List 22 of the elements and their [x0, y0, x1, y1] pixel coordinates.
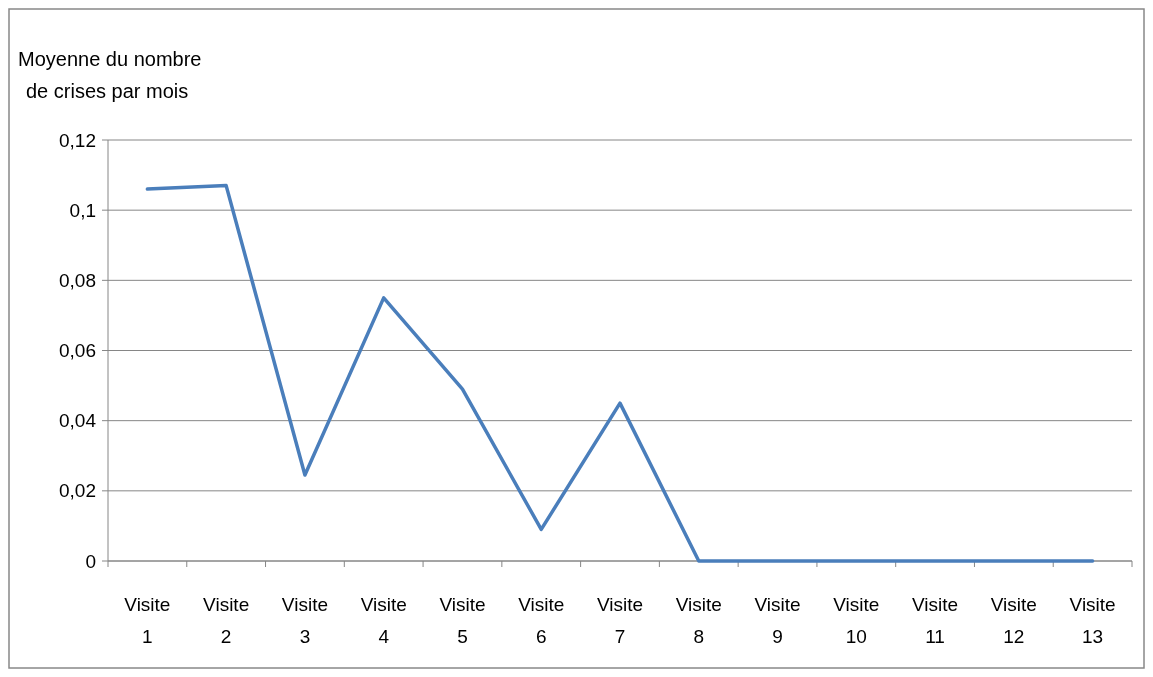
y-axis-title: Moyenne du nombre de crises par mois [18, 48, 202, 102]
y-tick-label: 0,08 [59, 269, 96, 291]
x-tick-label: Visite 1 [124, 594, 171, 647]
x-tick-label: Visite 3 [281, 594, 328, 647]
x-tick-label: Visite 10 [833, 594, 880, 647]
y-tick-label: 0,04 [59, 410, 97, 432]
y-tick-label: 0,06 [59, 340, 96, 362]
x-tick-label: Visite 6 [518, 594, 565, 647]
x-tick-label: Visite 8 [675, 594, 722, 647]
line-series [145, 183, 1095, 563]
y-tick-label: 0 [85, 550, 96, 572]
x-tick-label: Visite 4 [360, 594, 407, 647]
x-tick-label: Visite 7 [596, 594, 644, 647]
y-tick-label: 0,02 [59, 480, 96, 502]
y-tick-label: 0,12 [59, 129, 96, 151]
x-tick-label: Visite 9 [754, 594, 801, 647]
x-tick-label: Visite 11 [912, 594, 959, 647]
x-tick-label: Visite 2 [203, 594, 250, 647]
x-tick-label: Visite 13 [1069, 594, 1116, 647]
x-tick-label: Visite 5 [439, 594, 486, 647]
y-tick-label: 0,1 [69, 199, 96, 221]
x-tick-label: Visite 12 [990, 594, 1037, 647]
